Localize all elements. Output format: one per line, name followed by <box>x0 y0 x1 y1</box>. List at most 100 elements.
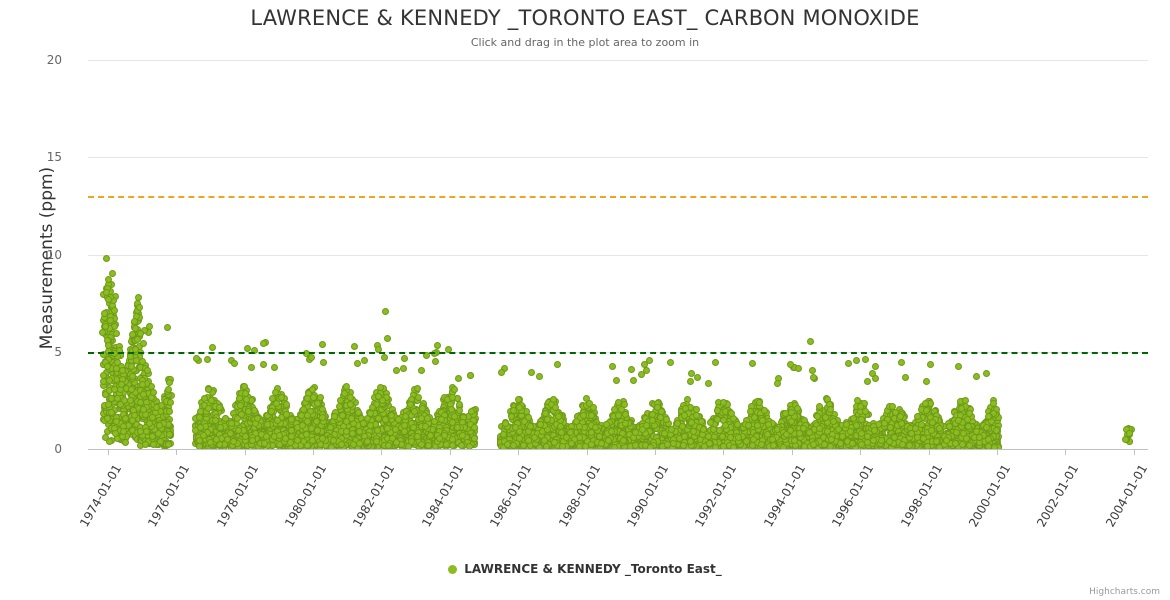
data-point[interactable] <box>319 359 327 367</box>
data-point[interactable] <box>424 442 432 449</box>
data-point[interactable] <box>101 434 109 442</box>
data-point[interactable] <box>165 441 173 449</box>
data-point[interactable] <box>329 436 337 444</box>
data-point[interactable] <box>240 383 248 390</box>
data-point[interactable] <box>204 386 212 394</box>
data-point[interactable] <box>366 422 374 430</box>
data-point[interactable] <box>318 340 326 348</box>
data-point[interactable] <box>400 428 408 436</box>
data-point[interactable] <box>407 438 415 446</box>
data-point[interactable] <box>711 358 719 366</box>
data-point[interactable] <box>326 423 334 431</box>
data-point[interactable] <box>164 385 172 393</box>
data-point[interactable] <box>773 379 781 387</box>
data-point[interactable] <box>111 430 119 437</box>
data-point[interactable] <box>288 415 296 423</box>
data-point[interactable] <box>359 419 367 427</box>
data-point[interactable] <box>212 416 220 424</box>
data-point[interactable] <box>421 423 429 431</box>
data-point[interactable] <box>304 441 311 449</box>
data-point[interactable] <box>216 424 224 432</box>
data-point[interactable] <box>277 394 285 402</box>
data-point[interactable] <box>415 393 423 401</box>
data-point[interactable] <box>627 366 635 373</box>
data-point[interactable] <box>287 426 295 434</box>
data-point[interactable] <box>368 404 376 411</box>
data-point[interactable] <box>104 342 112 350</box>
data-point[interactable] <box>376 384 384 392</box>
data-point[interactable] <box>536 372 543 380</box>
data-point[interactable] <box>862 356 870 364</box>
data-point[interactable] <box>418 414 426 422</box>
data-point[interactable] <box>426 432 434 439</box>
data-point[interactable] <box>453 424 461 431</box>
data-point[interactable] <box>972 372 980 380</box>
data-point[interactable] <box>155 429 163 437</box>
data-point[interactable] <box>166 398 174 406</box>
data-point[interactable] <box>612 376 620 384</box>
data-point[interactable] <box>387 411 395 419</box>
data-point[interactable] <box>667 359 675 366</box>
data-point[interactable] <box>450 386 458 394</box>
data-point[interactable] <box>166 430 174 438</box>
data-point[interactable] <box>872 363 880 371</box>
data-point[interactable] <box>399 364 407 372</box>
data-point[interactable] <box>141 441 149 449</box>
data-point[interactable] <box>243 344 251 352</box>
data-point[interactable] <box>139 406 147 414</box>
data-point[interactable] <box>135 303 143 311</box>
data-point[interactable] <box>922 377 930 385</box>
data-point[interactable] <box>128 373 136 381</box>
data-point[interactable] <box>166 378 174 386</box>
data-point[interactable] <box>319 434 327 442</box>
data-point[interactable] <box>418 367 426 374</box>
data-point[interactable] <box>458 432 466 440</box>
data-point[interactable] <box>902 373 909 381</box>
data-point[interactable] <box>121 396 128 404</box>
data-point[interactable] <box>146 323 154 331</box>
data-point[interactable] <box>192 355 200 363</box>
data-point[interactable] <box>212 435 220 443</box>
data-point[interactable] <box>372 437 380 445</box>
data-point[interactable] <box>114 394 122 402</box>
data-point[interactable] <box>410 408 418 415</box>
data-point[interactable] <box>102 322 110 330</box>
data-point[interactable] <box>467 371 475 379</box>
data-point[interactable] <box>316 441 324 449</box>
data-point[interactable] <box>149 440 157 448</box>
data-point[interactable] <box>787 360 794 368</box>
data-point[interactable] <box>361 356 368 364</box>
data-point[interactable] <box>237 401 245 409</box>
data-point[interactable] <box>438 415 445 423</box>
data-point[interactable] <box>195 437 203 445</box>
data-point[interactable] <box>373 426 381 434</box>
data-point[interactable] <box>687 378 695 385</box>
data-point[interactable] <box>259 361 267 369</box>
data-point[interactable] <box>871 374 879 382</box>
data-point[interactable] <box>350 343 358 351</box>
data-point[interactable] <box>271 364 279 371</box>
data-point[interactable] <box>207 396 215 404</box>
data-point[interactable] <box>448 393 456 401</box>
data-point[interactable] <box>205 404 213 412</box>
data-point[interactable] <box>138 358 146 365</box>
data-point[interactable] <box>309 385 316 393</box>
data-point[interactable] <box>119 428 127 436</box>
data-point[interactable] <box>140 340 147 348</box>
data-point[interactable] <box>105 437 113 445</box>
data-point[interactable] <box>109 269 117 277</box>
data-point[interactable] <box>204 356 212 364</box>
data-point[interactable] <box>273 417 281 424</box>
data-point[interactable] <box>298 422 306 430</box>
data-point[interactable] <box>149 388 157 396</box>
data-point[interactable] <box>335 402 343 410</box>
data-point[interactable] <box>148 433 156 441</box>
data-point[interactable] <box>337 441 345 449</box>
data-point[interactable] <box>118 380 126 388</box>
data-point[interactable] <box>363 437 371 445</box>
data-point[interactable] <box>392 366 400 374</box>
data-point[interactable] <box>392 438 400 446</box>
data-point[interactable] <box>209 343 216 351</box>
data-point[interactable] <box>248 436 256 444</box>
plot-area[interactable] <box>88 60 1148 449</box>
